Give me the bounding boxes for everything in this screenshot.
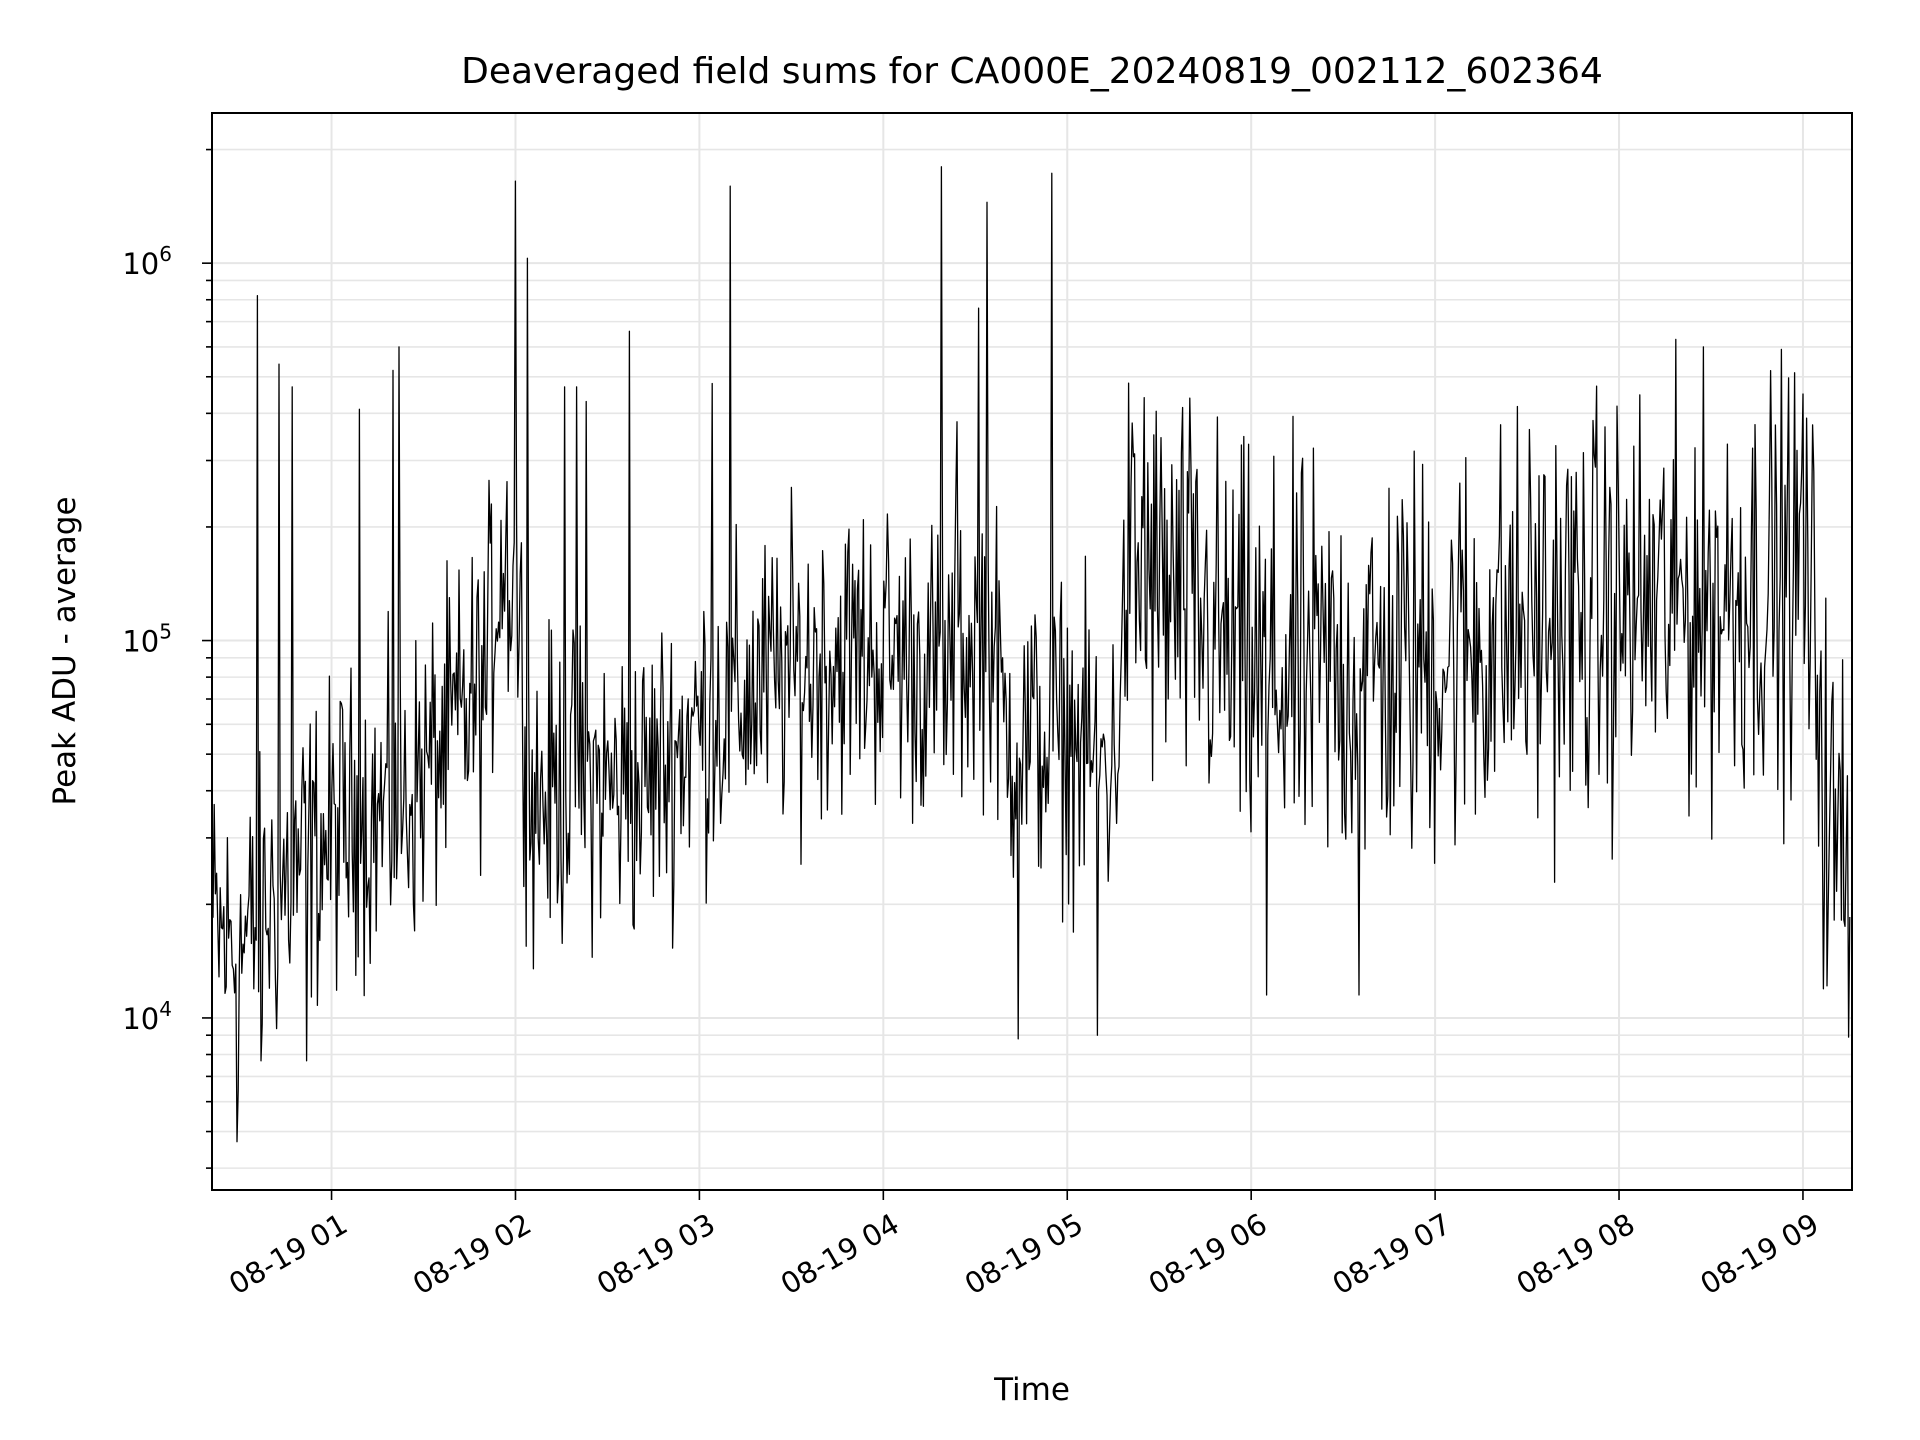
y-tick-label: 105 — [122, 620, 172, 659]
x-axis-label: Time — [993, 1372, 1070, 1408]
x-tick-label: 08-19 02 — [407, 1207, 537, 1302]
y-axis: 104 105 106 — [122, 148, 212, 1169]
y-tick-label: 104 — [122, 997, 172, 1036]
x-tick-label: 08-19 06 — [1143, 1207, 1273, 1302]
x-tick-label: 08-19 05 — [959, 1207, 1089, 1302]
x-tick-label: 08-19 08 — [1511, 1207, 1641, 1302]
x-tick-label: 08-19 01 — [223, 1207, 353, 1302]
x-tick-label: 08-19 03 — [591, 1207, 721, 1302]
x-tick-label: 08-19 04 — [775, 1207, 905, 1302]
chart-title: Deaveraged field sums for CA000E_2024081… — [461, 51, 1603, 92]
x-axis: 08-19 01 08-19 02 08-19 03 08-19 04 08-19 05… — [223, 1190, 1824, 1301]
y-axis-label: Peak ADU - average — [47, 496, 83, 805]
y-tick-label: 106 — [122, 242, 172, 281]
x-tick-label: 08-19 07 — [1327, 1207, 1457, 1302]
x-tick-label: 08-19 09 — [1695, 1207, 1825, 1302]
series-line — [212, 166, 1851, 1143]
plot-frame — [211, 112, 1853, 1191]
